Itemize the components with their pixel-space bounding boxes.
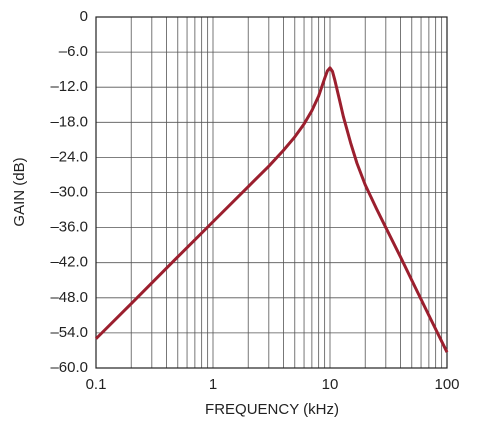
x-tick-label: 1 <box>209 376 217 393</box>
x-tick-label: 0.1 <box>86 376 107 393</box>
y-tick-label: –36.0 <box>50 219 88 236</box>
y-tick-label: –24.0 <box>50 148 88 165</box>
y-axis-title: GAIN (dB) <box>11 157 28 226</box>
x-axis-title: FREQUENCY (kHz) <box>205 401 339 418</box>
x-tick-label: 100 <box>434 376 459 393</box>
y-tick-label: –48.0 <box>50 289 88 306</box>
y-tick-label: –42.0 <box>50 254 88 271</box>
x-tick-label: 10 <box>322 376 339 393</box>
y-tick-label: –12.0 <box>50 78 88 95</box>
y-tick-label: –30.0 <box>50 183 88 200</box>
line <box>94 66 449 353</box>
y-tick-label: –60.0 <box>50 359 88 376</box>
y-tick-label: 0 <box>80 8 88 25</box>
plot-frame <box>95 16 448 369</box>
y-tick-label: –54.0 <box>50 324 88 341</box>
y-tick-label: –18.0 <box>50 113 88 130</box>
y-tick-label: –6.0 <box>59 43 88 60</box>
